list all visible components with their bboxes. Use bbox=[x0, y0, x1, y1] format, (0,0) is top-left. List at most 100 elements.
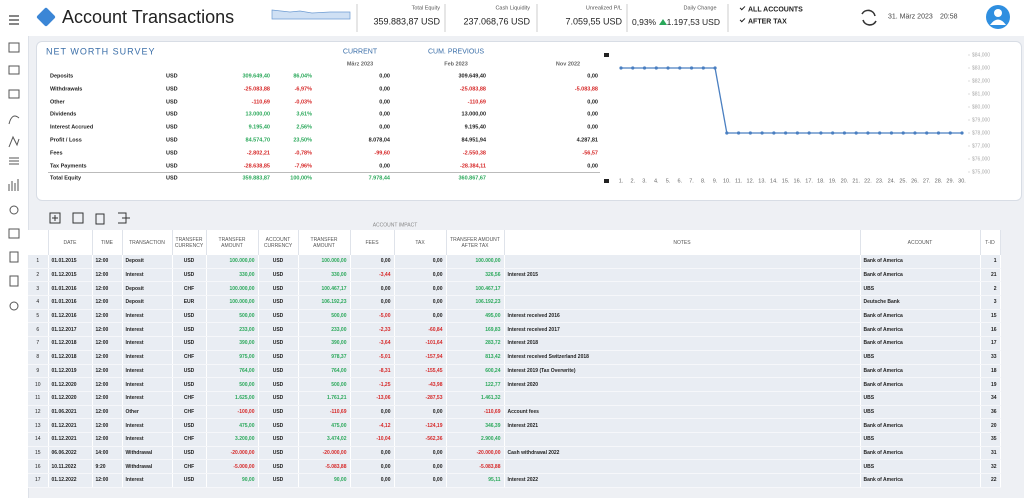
table-cell: 34 bbox=[980, 391, 1001, 406]
column-header[interactable]: TRANSFER AMOUNT bbox=[206, 230, 259, 255]
table-cell: 495,00 bbox=[446, 309, 505, 324]
table-cell: 813,42 bbox=[446, 350, 505, 365]
table-cell: Bank of America bbox=[860, 473, 981, 488]
table-row[interactable]: 11 01.12.2020 12:00 Interest CHF 1.625,00 USD 1… bbox=[28, 391, 1001, 406]
table-cell: UBS bbox=[860, 432, 981, 447]
table-cell: 90,00 bbox=[298, 473, 351, 488]
table-cell: 01.06.2021 bbox=[48, 405, 93, 420]
point bbox=[748, 131, 752, 135]
table-cell: USD bbox=[258, 350, 299, 365]
table-row[interactable]: 5 01.12.2016 12:00 Interest USD 500,00 USD 500,… bbox=[28, 309, 1001, 324]
table-cell: 12:00 bbox=[92, 255, 123, 269]
table-cell: Interest 2019 (Tax Overwrite) bbox=[504, 364, 861, 379]
table-row[interactable]: 9 01.12.2019 12:00 Interest USD 764,00 USD 764,… bbox=[28, 364, 1001, 379]
column-header[interactable]: TRANSACTION bbox=[122, 230, 173, 255]
survey-cell: Profit / Loss bbox=[50, 137, 82, 144]
table-row[interactable]: 12 01.06.2021 12:00 Other CHF -100,00 USD -110,… bbox=[28, 405, 1001, 420]
table-row[interactable]: 2 01.12.2015 12:00 Interest USD 330,00 USD 330,… bbox=[28, 268, 1001, 283]
table-cell: USD bbox=[258, 309, 299, 324]
table-cell: 233,00 bbox=[206, 322, 259, 338]
table-cell: 0,00 bbox=[350, 473, 395, 488]
col-header: CUM. PREVIOUS bbox=[427, 48, 485, 56]
table-cell: 01.12.2020 bbox=[48, 377, 93, 392]
table-cell: 15 bbox=[980, 309, 1001, 324]
point bbox=[619, 66, 623, 70]
kpi-value: 237.068,76 USD bbox=[463, 16, 530, 27]
survey-cell: Fees bbox=[50, 150, 63, 157]
column-header[interactable]: DATE bbox=[48, 230, 93, 255]
table-cell: Bank of America bbox=[860, 446, 981, 461]
point bbox=[936, 131, 941, 135]
column-header[interactable]: ACCOUNT CURRENCY bbox=[258, 230, 299, 255]
column-header[interactable]: T-ID bbox=[980, 230, 1001, 255]
table-cell: 1.625,00 bbox=[206, 391, 259, 406]
column-header[interactable]: TIME bbox=[92, 230, 123, 255]
table-row[interactable]: 13 01.12.2021 12:00 Interest USD 475,00 USD 475… bbox=[28, 418, 1001, 433]
table-row[interactable]: 6 01.12.2017 12:00 Interest USD 233,00 USD 233,… bbox=[28, 322, 1001, 338]
x-tick-label: 3. bbox=[642, 178, 647, 184]
column-header[interactable]: TRANSFER AMOUNT bbox=[298, 230, 351, 255]
table-cell: USD bbox=[258, 268, 299, 283]
table-row[interactable]: 1 01.01.2015 12:00 Deposit USD 100.000,00 USD 1… bbox=[28, 255, 1001, 269]
table-row[interactable]: 3 01.01.2016 12:00 Deposit CHF 100.000,00 USD 1… bbox=[28, 281, 1001, 297]
table-cell: 01.12.2021 bbox=[48, 418, 93, 433]
table-cell: 8 bbox=[28, 350, 49, 365]
survey-cell: -25.083,88 bbox=[243, 86, 270, 93]
toolbar-icons[interactable] bbox=[49, 212, 130, 225]
table-cell: 36 bbox=[980, 405, 1001, 420]
y-tick-label: $82,000 bbox=[972, 78, 990, 84]
column-header[interactable] bbox=[28, 230, 49, 255]
refresh-icon[interactable] bbox=[861, 9, 877, 26]
table-cell: 100.000,00 bbox=[446, 255, 505, 269]
nav-icons[interactable] bbox=[8, 42, 20, 311]
table-row[interactable]: 17 01.12.2022 12:00 Interest USD 90,00 USD 90,0… bbox=[28, 473, 1001, 488]
table-cell: 01.12.2015 bbox=[48, 268, 93, 283]
chart-svg: $84,000 $83,000 $82,000 $81,000 $80,000 $79,0… bbox=[619, 52, 991, 184]
table-cell: USD bbox=[258, 418, 299, 433]
table-cell: 100.000,00 bbox=[206, 295, 259, 310]
x-tick-label: 15. bbox=[782, 178, 790, 184]
table-cell: -1,25 bbox=[350, 377, 395, 392]
table-cell: Deutsche Bank bbox=[860, 295, 981, 310]
table-cell: EUR bbox=[172, 295, 207, 310]
survey-cell: 9.195,40 bbox=[248, 124, 270, 131]
table-row[interactable]: 15 06.06.2022 14:00 Withdrawal USD -20.000,00… bbox=[28, 446, 1001, 461]
table-row[interactable]: 8 01.12.2018 12:00 Interest CHF 975,00 USD 978,… bbox=[28, 350, 1001, 365]
toggle[interactable]: AFTER TAX bbox=[748, 18, 787, 26]
survey-cell: Total Equity bbox=[50, 175, 82, 182]
table-row[interactable]: 16 10.11.2022 9:20 Withdrawal CHF -5.000,00 US… bbox=[28, 459, 1001, 474]
x-tick-label: 12. bbox=[747, 178, 755, 184]
table-row[interactable]: 14 01.12.2021 12:00 Interest CHF 3.200,00 USD 3… bbox=[28, 432, 1001, 447]
toggle[interactable]: ALL ACCOUNTS bbox=[748, 6, 803, 14]
table-cell: 1.761,21 bbox=[298, 391, 351, 406]
column-header[interactable]: TAX bbox=[394, 230, 447, 255]
column-header[interactable]: TRANSFER AMOUNT AFTER TAX bbox=[446, 230, 505, 255]
table-cell: 0,00 bbox=[350, 446, 395, 461]
menu-icon[interactable] bbox=[9, 15, 19, 25]
table-row[interactable]: 7 01.12.2018 12:00 Interest USD 390,00 USD 390,… bbox=[28, 336, 1001, 351]
table-cell: 10 bbox=[28, 377, 49, 392]
table-cell: 390,00 bbox=[298, 336, 351, 351]
y-tick-label: $75,000 bbox=[972, 169, 990, 175]
column-header[interactable]: FEES bbox=[350, 230, 395, 255]
month-label: Nov 2022 bbox=[555, 61, 581, 68]
column-header[interactable]: NOTES bbox=[504, 230, 861, 255]
x-tick-label: 9. bbox=[713, 178, 718, 184]
column-header[interactable]: ACCOUNT bbox=[860, 230, 981, 255]
table-cell: Bank of America bbox=[860, 336, 981, 351]
y-tick-label: $81,000 bbox=[972, 91, 990, 97]
y-tick-label: $84,000 bbox=[972, 52, 990, 58]
column-header[interactable]: TRANSFER CURRENCY bbox=[172, 230, 207, 255]
survey-cell: 0,00 bbox=[587, 73, 598, 80]
point bbox=[784, 131, 788, 135]
survey-panel bbox=[36, 41, 1022, 201]
table-cell: -5.083,88 bbox=[446, 459, 505, 474]
table-row[interactable]: 10 01.12.2020 12:00 Interest USD 500,00 USD 500… bbox=[28, 377, 1001, 392]
table-cell: -2,33 bbox=[350, 322, 395, 338]
table-row[interactable]: 4 01.01.2016 12:00 Deposit EUR 100.000,00 USD 1… bbox=[28, 295, 1001, 310]
survey-cell: 13.000,00 bbox=[461, 111, 486, 118]
table-cell: Interest bbox=[122, 268, 173, 283]
sparkline bbox=[271, 9, 351, 20]
table-cell: USD bbox=[258, 391, 299, 406]
survey-cell: USD bbox=[166, 98, 178, 105]
